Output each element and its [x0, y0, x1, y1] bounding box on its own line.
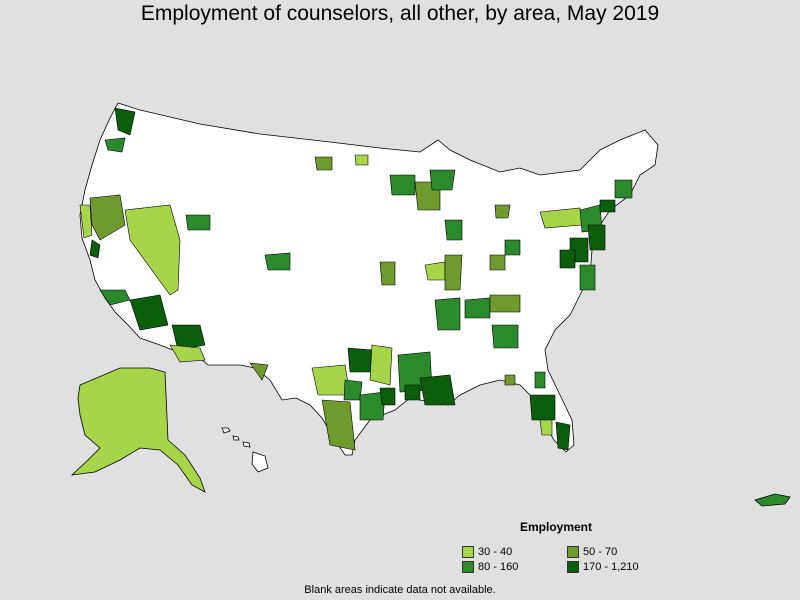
legend-label: 50 - 70 — [583, 546, 618, 558]
legend-swatch — [567, 561, 579, 573]
legend-label: 80 - 160 — [478, 561, 519, 573]
legend-title: Employment — [520, 520, 593, 534]
map-title: Employment of counselors, all other, by … — [140, 2, 660, 25]
legend-label: 30 - 40 — [478, 546, 513, 558]
contiguous-us-landmass — [79, 102, 659, 456]
hawaii-islands — [221, 427, 269, 473]
legend-swatch — [462, 546, 474, 558]
legend-item-30-40: 30 - 40 — [462, 546, 567, 558]
legend-swatch — [567, 546, 579, 558]
legend-item-80-160: 80 - 160 — [462, 561, 567, 573]
legend-label: 170 - 1,210 — [583, 561, 639, 573]
puerto-rico-landmass — [754, 493, 791, 507]
legend-swatch — [462, 561, 474, 573]
alaska-landmass — [70, 367, 206, 493]
legend-item-170-1210: 170 - 1,210 — [567, 561, 647, 573]
map-legend: Employment 30 - 40 50 - 70 80 - 160 170 … — [462, 520, 642, 573]
footnote: Blank areas indicate data not available. — [304, 584, 496, 596]
legend-items: 30 - 40 50 - 70 80 - 160 170 - 1,210 — [462, 546, 642, 573]
legend-item-50-70: 50 - 70 — [567, 546, 647, 558]
shaded-areas — [79, 107, 633, 451]
